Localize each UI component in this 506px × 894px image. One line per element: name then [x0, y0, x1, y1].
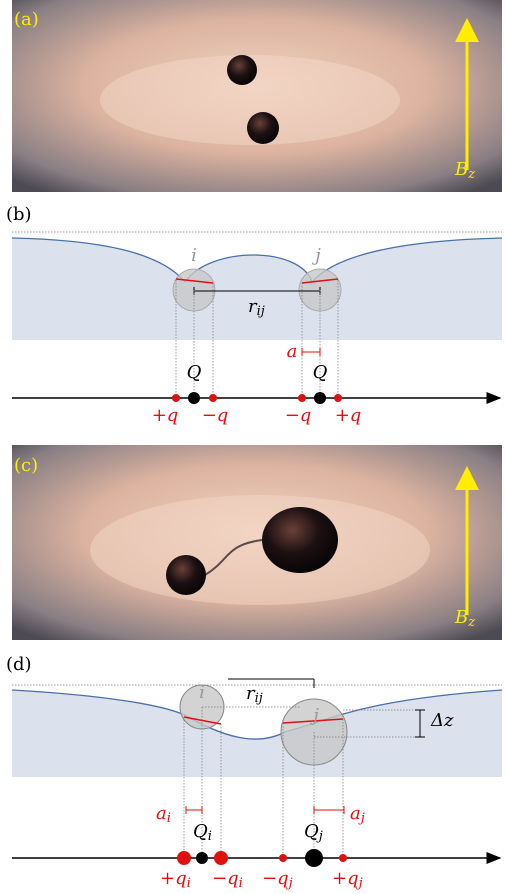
pole-label: +qi	[160, 868, 191, 891]
particle-label: j	[311, 245, 321, 266]
pole-label: −qj	[262, 868, 293, 891]
distance-label: rij	[246, 683, 263, 706]
light	[90, 495, 430, 605]
radius-bar	[186, 806, 344, 814]
pole-label: +q	[152, 405, 179, 426]
panel-label: (c)	[14, 455, 38, 476]
pole	[214, 851, 228, 865]
pole	[298, 394, 306, 402]
charge-label: Qi	[193, 821, 212, 844]
pole-label: +qj	[332, 868, 363, 891]
particle-label: i	[199, 682, 205, 703]
pole	[339, 854, 347, 862]
charge	[196, 852, 208, 864]
pole-label: −q	[285, 405, 312, 426]
particle-label: i	[191, 245, 197, 266]
pole	[334, 394, 342, 402]
radius-bar	[302, 348, 320, 356]
drop	[247, 112, 279, 144]
drop	[166, 555, 206, 595]
pole	[172, 394, 180, 402]
drop	[262, 507, 338, 573]
panel-label: (b)	[6, 204, 32, 225]
pole-label: −qi	[212, 868, 243, 891]
radius-label: ai	[156, 803, 171, 826]
liquid	[12, 238, 502, 340]
charge-label: Q	[313, 362, 328, 383]
charge-label: Qj	[304, 821, 323, 844]
drop	[227, 55, 257, 85]
pole	[209, 394, 217, 402]
pole	[177, 851, 191, 865]
pole-label: −q	[202, 405, 229, 426]
pole	[279, 854, 287, 862]
charge	[188, 392, 200, 404]
pole-label: +q	[335, 405, 362, 426]
height-label: Δz	[430, 710, 454, 731]
charge	[305, 849, 323, 867]
distance-bar	[228, 679, 314, 688]
charge	[314, 392, 326, 404]
radius-label: aj	[350, 803, 365, 826]
figure: (a) Bz (b) i j rij a Q Q +q −q −q +q (c)…	[0, 0, 506, 894]
charge-label: Q	[187, 362, 202, 383]
panel-label: (d)	[6, 654, 32, 675]
panel-label: (a)	[14, 9, 39, 30]
radius-label: a	[287, 341, 298, 362]
